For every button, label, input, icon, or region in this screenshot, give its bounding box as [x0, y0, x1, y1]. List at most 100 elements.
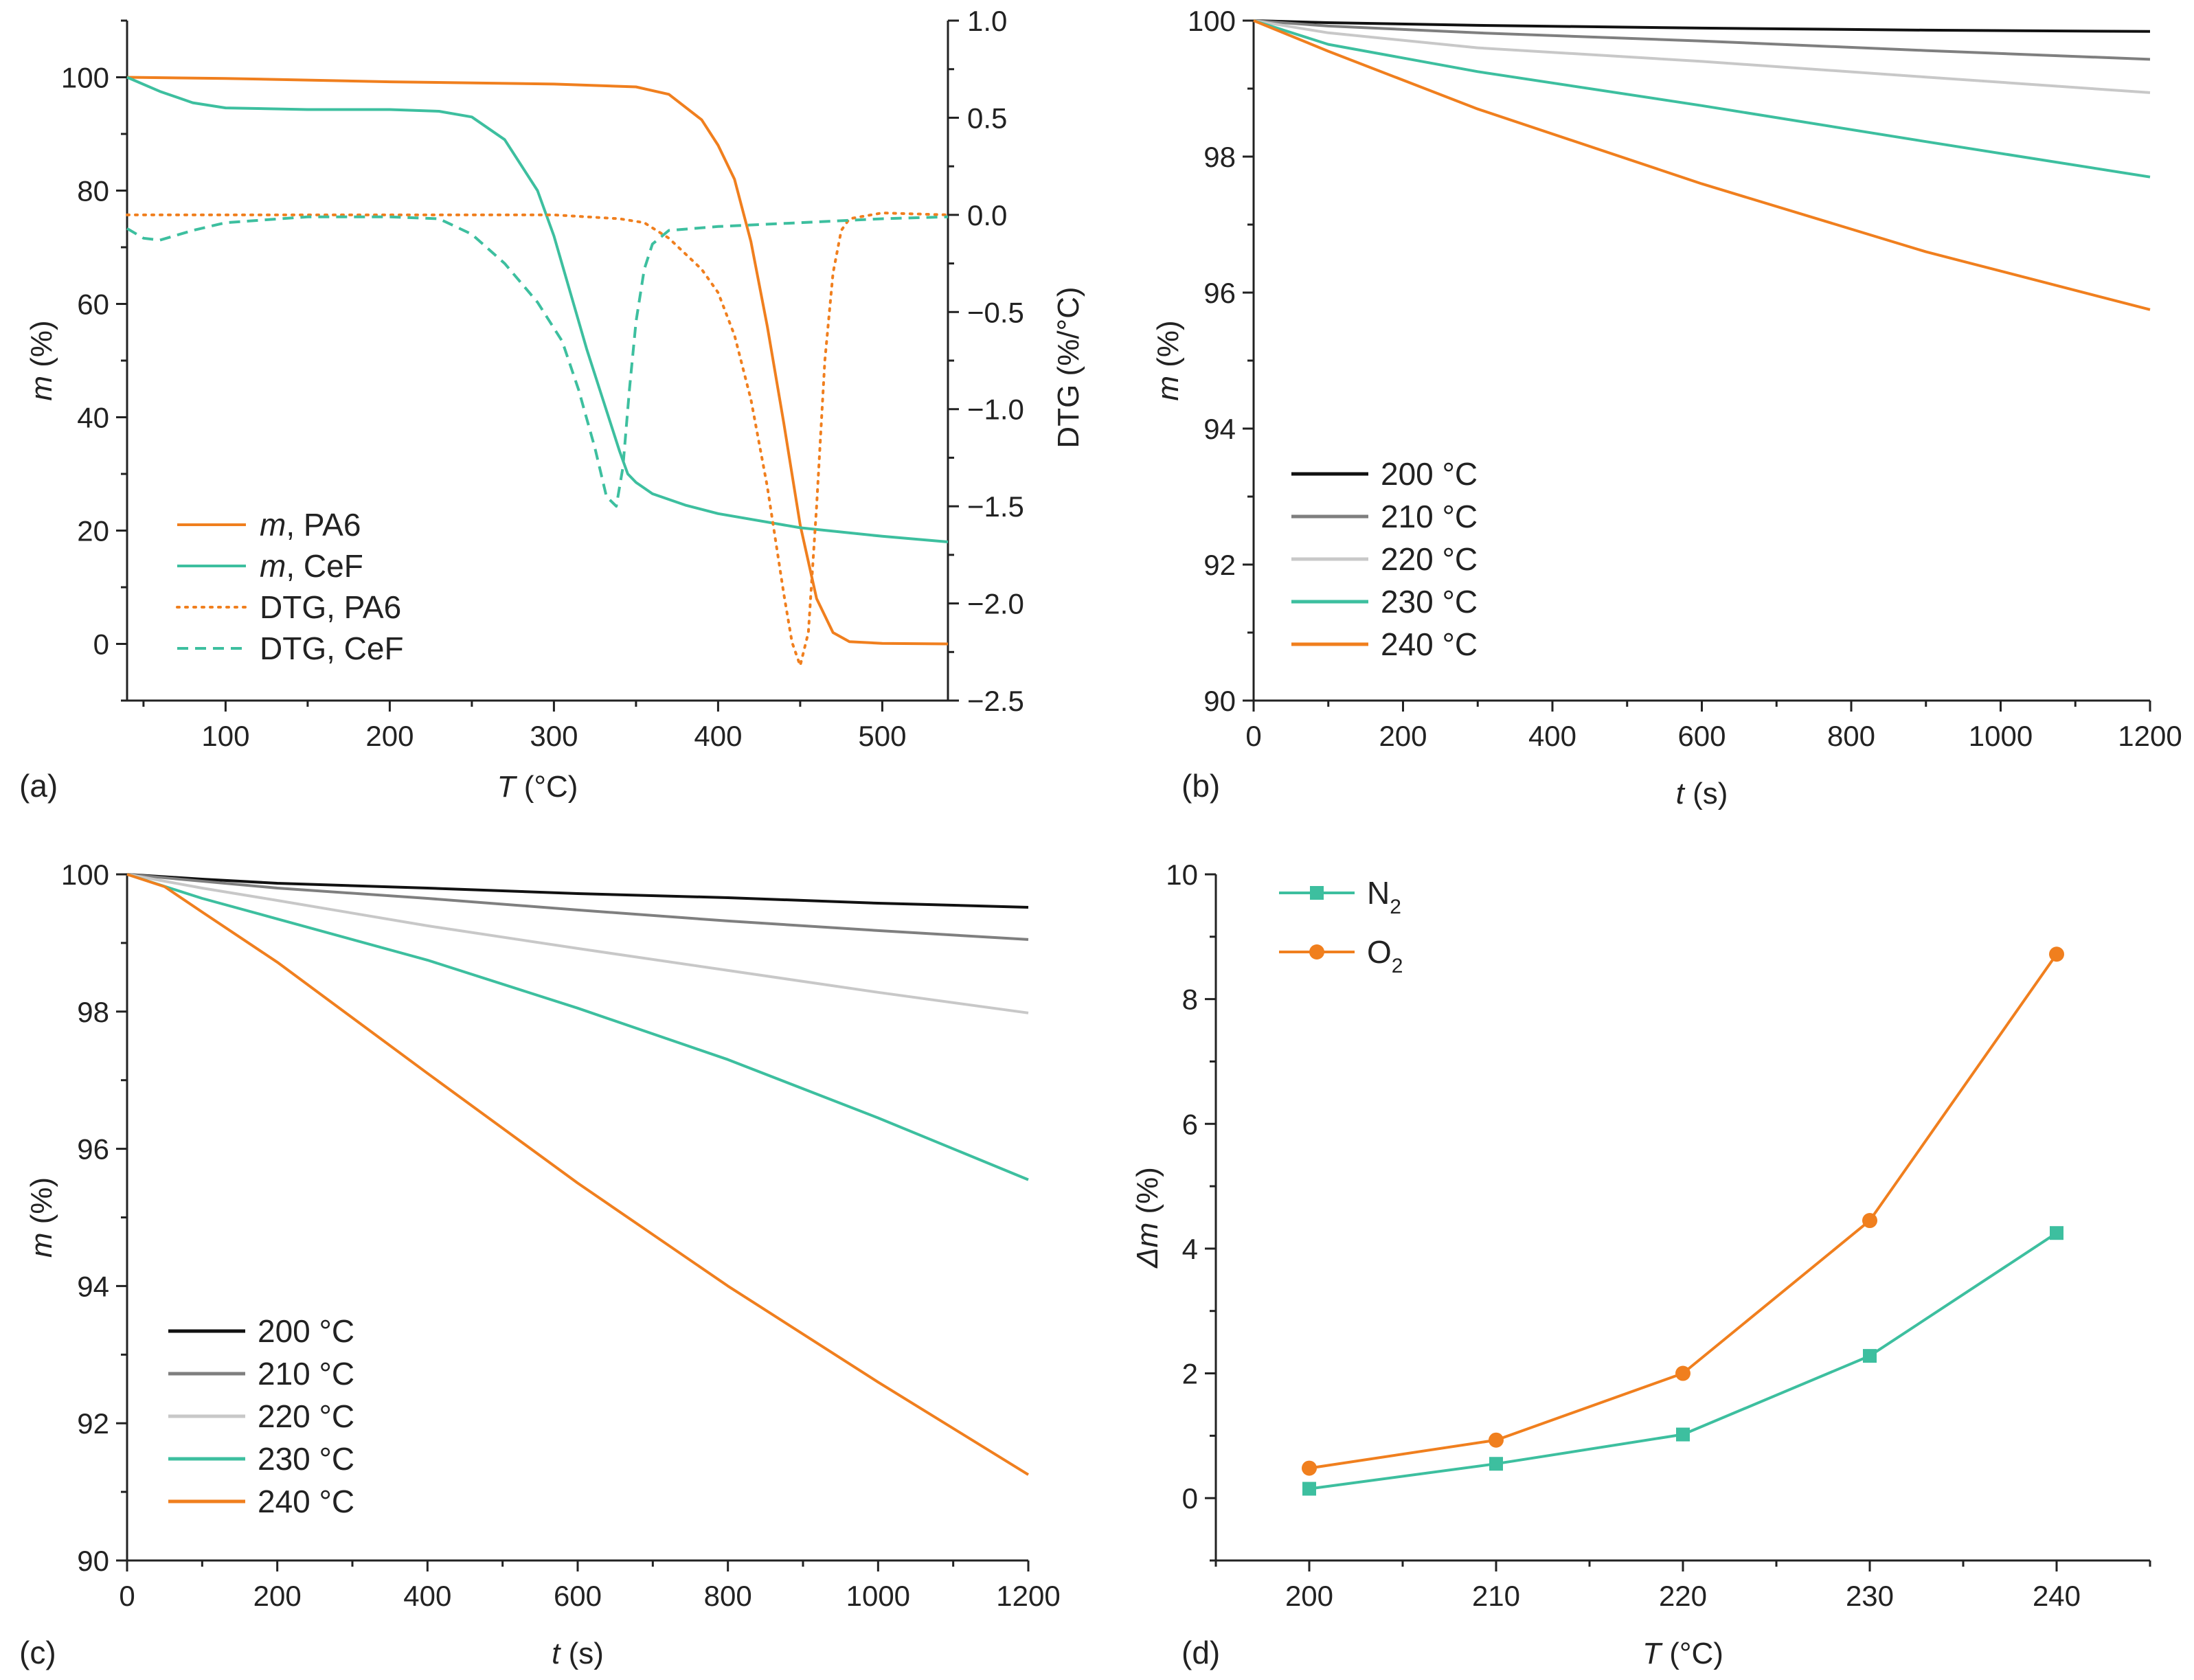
legend-var: m: [260, 507, 286, 543]
legend-entry: 200 °C: [258, 1313, 354, 1349]
legend-entry: 220 °C: [1381, 541, 1478, 577]
y-tick-label: 8: [1182, 984, 1198, 1016]
x-tick-label: 1000: [1969, 720, 2033, 752]
x-axis-label-var: T: [497, 770, 518, 804]
legend-entry: 210 °C: [1381, 499, 1478, 534]
x-axis-label-unit: (°C): [1661, 1637, 1723, 1670]
legend-entry: 240 °C: [258, 1484, 354, 1519]
x-tick-label: 1200: [996, 1580, 1060, 1612]
legend-entry: 200 °C: [1381, 456, 1478, 492]
panel-label: (c): [19, 1635, 56, 1670]
panel-label: (a): [19, 768, 58, 804]
x-tick-label: 800: [1827, 720, 1875, 752]
y-axis-label-var: m: [25, 376, 58, 401]
legend: 200 °C 210 °C 220 °C 230 °C 240 °C: [168, 1313, 354, 1519]
x-tick-label: 220: [1659, 1580, 1707, 1612]
y-axis-label: Δm (%): [1131, 1167, 1164, 1269]
series-line-0: [126, 76, 949, 646]
x-tick-label: 600: [1677, 720, 1726, 752]
legend-entry: 240 °C: [1381, 626, 1478, 662]
x-axis-label-var: t: [1676, 777, 1686, 810]
legend-entry: 210 °C: [258, 1356, 354, 1392]
y-tick-label: 94: [1203, 413, 1236, 445]
y-tick-label: 4: [1182, 1233, 1198, 1265]
x-axis-label: t (s): [1676, 777, 1728, 810]
x-tick-label: 800: [704, 1580, 752, 1612]
legend-text: O: [1367, 934, 1392, 970]
x-tick-label: 0: [1245, 720, 1261, 752]
x-axis-label-unit: (°C): [515, 770, 578, 804]
x-tick-label: 200: [253, 1580, 302, 1612]
y-tick-label: 20: [77, 515, 109, 547]
y-tick-label: 94: [77, 1270, 109, 1302]
y-axis-label: m (%): [1151, 320, 1185, 400]
x-tick-label: 230: [1846, 1580, 1894, 1612]
x-axis-label-unit: (s): [1684, 777, 1728, 810]
y2-tick-label: −2.5: [967, 685, 1024, 717]
y-tick-label: 90: [1203, 685, 1236, 717]
y-tick-label: 2: [1182, 1358, 1198, 1390]
panel-1-chart: 0 200 400 600 800 1000 1200 90 92 94 96 98 100 t (s) m…: [1151, 5, 2182, 810]
y-tick-label: 92: [77, 1407, 109, 1440]
legend-text: N: [1367, 875, 1390, 911]
series-line-4: [126, 873, 1030, 1476]
y2-tick-label: −1.5: [967, 490, 1024, 523]
series-line-0: [1253, 19, 2151, 33]
x-tick-label: 300: [530, 720, 578, 752]
legend-entry: 230 °C: [258, 1441, 354, 1477]
legend-entry: DTG, PA6: [260, 589, 401, 625]
y-axis-label-var: Δm: [1131, 1223, 1164, 1269]
series-line-2: [126, 212, 949, 668]
legend-text: , CeF: [286, 548, 363, 584]
y-tick-label: 90: [77, 1545, 109, 1577]
y-tick-label: 6: [1182, 1108, 1198, 1140]
x-tick-label: 200: [1285, 1580, 1333, 1612]
x-axis-label-var: T: [1642, 1637, 1663, 1670]
data-point-circle: [1675, 1365, 1690, 1381]
y-tick-label: 100: [61, 859, 109, 891]
legend-marker-square: [1310, 886, 1324, 900]
series-line-1: [126, 873, 1029, 941]
y-axis-label-unit: (%): [1151, 320, 1185, 376]
legend-entry: 220 °C: [258, 1398, 354, 1434]
y2-axis-label: DTG (%/°C): [1052, 286, 1085, 448]
x-tick-label: 400: [1528, 720, 1576, 752]
legend-entry: O2: [1367, 934, 1403, 977]
y-tick-label: 60: [77, 288, 109, 321]
panel-0-chart: 100 200 300 400 500 0 20 40 60 80 100 1.0 0.5 0.0 −0.5…: [19, 5, 1085, 804]
legend-subscript: 2: [1390, 896, 1401, 918]
y-tick-label: 100: [1188, 5, 1236, 37]
legend-marker-circle: [1309, 944, 1324, 960]
y2-tick-label: −1.0: [967, 394, 1024, 426]
y-tick-label: 92: [1203, 549, 1236, 581]
x-axis-label: t (s): [552, 1637, 604, 1670]
y-axis-label-unit: (%): [1131, 1167, 1164, 1223]
legend: N2 O2: [1279, 875, 1403, 977]
y-tick-label: 96: [1203, 277, 1236, 309]
y-axis-label-var: m: [1151, 376, 1185, 401]
y2-tick-label: 0.5: [967, 102, 1007, 134]
y-tick-label: 98: [77, 996, 109, 1028]
x-tick-label: 100: [201, 720, 249, 752]
data-point-circle: [1862, 1213, 1877, 1229]
legend-entry: m, CeF: [260, 548, 363, 584]
data-point-square: [1863, 1349, 1877, 1363]
y-tick-label: 98: [1203, 141, 1236, 173]
panel-label: (b): [1181, 768, 1220, 804]
legend-var: m: [260, 548, 286, 584]
series-line-2: [1253, 19, 2151, 94]
x-axis-label: T (°C): [1642, 1637, 1723, 1670]
data-point-square: [1676, 1427, 1690, 1442]
y-axis-label: m (%): [25, 1177, 58, 1258]
y-tick-label: 0: [93, 628, 109, 661]
series-line-3: [126, 215, 949, 508]
data-point-square: [1489, 1457, 1503, 1471]
y-tick-label: 100: [61, 62, 109, 94]
x-tick-label: 400: [403, 1580, 451, 1612]
x-tick-label: 240: [2033, 1580, 2081, 1612]
series-line-1: [1253, 19, 2151, 61]
y-tick-label: 0: [1182, 1482, 1198, 1514]
